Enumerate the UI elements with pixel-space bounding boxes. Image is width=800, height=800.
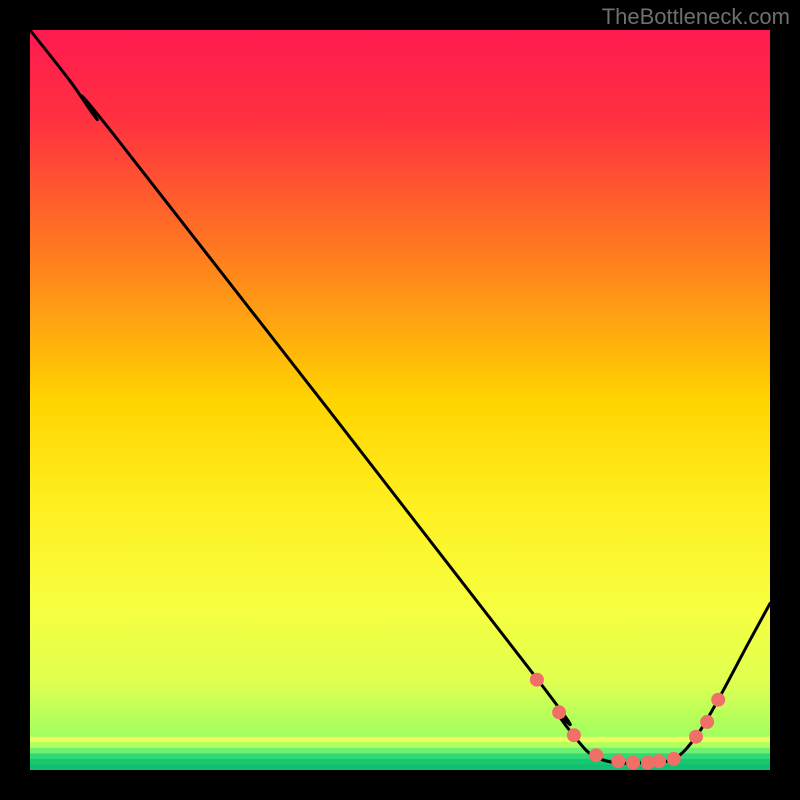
curve-marker [667, 752, 681, 766]
curve-marker [589, 748, 603, 762]
green-band-stripe [30, 748, 770, 754]
curve-marker [652, 754, 666, 768]
curve-marker [530, 673, 544, 687]
chart-background [30, 30, 770, 770]
chart-canvas [30, 30, 770, 770]
curve-marker [611, 754, 625, 768]
curve-marker [700, 715, 714, 729]
green-band-stripe [30, 737, 770, 743]
chart-svg [30, 30, 770, 770]
green-band-stripe [30, 742, 770, 748]
curve-marker [689, 730, 703, 744]
curve-marker [711, 693, 725, 707]
curve-marker [552, 705, 566, 719]
curve-marker [567, 728, 581, 742]
attribution-text: TheBottleneck.com [602, 4, 790, 30]
curve-marker [626, 756, 640, 770]
